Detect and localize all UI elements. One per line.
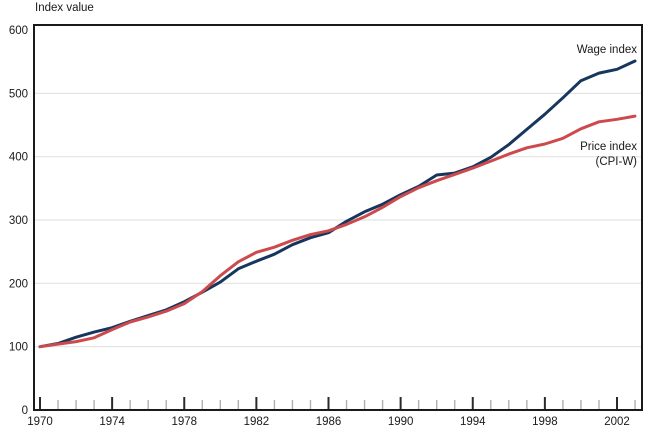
y-tick-label-0: 0	[22, 405, 28, 417]
x-tick-label-1970: 1970	[27, 416, 53, 428]
x-tick-label-1994: 1994	[460, 416, 486, 428]
x-tick-label-1990: 1990	[388, 416, 414, 428]
x-tick-label-1978: 1978	[171, 416, 197, 428]
y-tick-label-300: 300	[9, 215, 28, 227]
y-tick-label-400: 400	[9, 152, 28, 164]
plot-frame	[33, 24, 643, 411]
x-tick-label-2002: 2002	[604, 416, 630, 428]
x-tick-label-1986: 1986	[316, 416, 342, 428]
series-label-wage-index: Wage index	[577, 44, 638, 56]
x-tick-label-1982: 1982	[244, 416, 270, 428]
wage-index-line	[38, 59, 637, 349]
price-index-cpi-w--line	[38, 114, 637, 349]
y-tick-label-200: 200	[9, 278, 28, 290]
series-label-price-index-cpi-w-: Price index	[580, 141, 637, 153]
y-tick-label-100: 100	[9, 342, 28, 354]
series-label-price-index-cpi-w--line2: (CPI-W)	[595, 156, 637, 168]
x-tick-label-1998: 1998	[532, 416, 558, 428]
x-tick-label-1974: 1974	[99, 416, 125, 428]
y-axis-title: Index value	[35, 2, 94, 14]
y-tick-label-600: 600	[9, 25, 28, 37]
y-tick-label-500: 500	[9, 88, 28, 100]
